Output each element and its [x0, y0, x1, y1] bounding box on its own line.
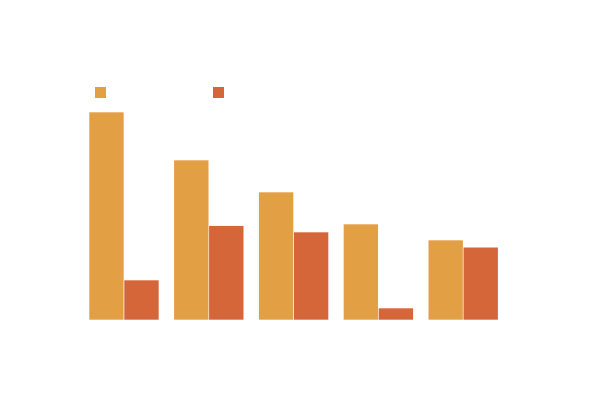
- bar-series-1-group-2: [173, 159, 210, 321]
- bar-series-2-group-4: [378, 307, 414, 321]
- bar-series-1-group-4: [343, 223, 379, 321]
- bar-series-2-group-3: [293, 231, 329, 321]
- bar-series-1-group-5: [427, 239, 464, 321]
- legend-swatch-series-2: [213, 87, 224, 98]
- bar-series-2-group-2: [208, 225, 245, 321]
- bars: [88, 111, 499, 321]
- bar-series-1-group-3: [258, 191, 294, 321]
- bar-series-2-group-5: [462, 246, 499, 321]
- legend: [95, 87, 224, 98]
- bar-series-2-group-1: [123, 279, 160, 321]
- legend-swatch-series-1: [95, 87, 106, 98]
- bar-series-1-group-1: [88, 111, 125, 321]
